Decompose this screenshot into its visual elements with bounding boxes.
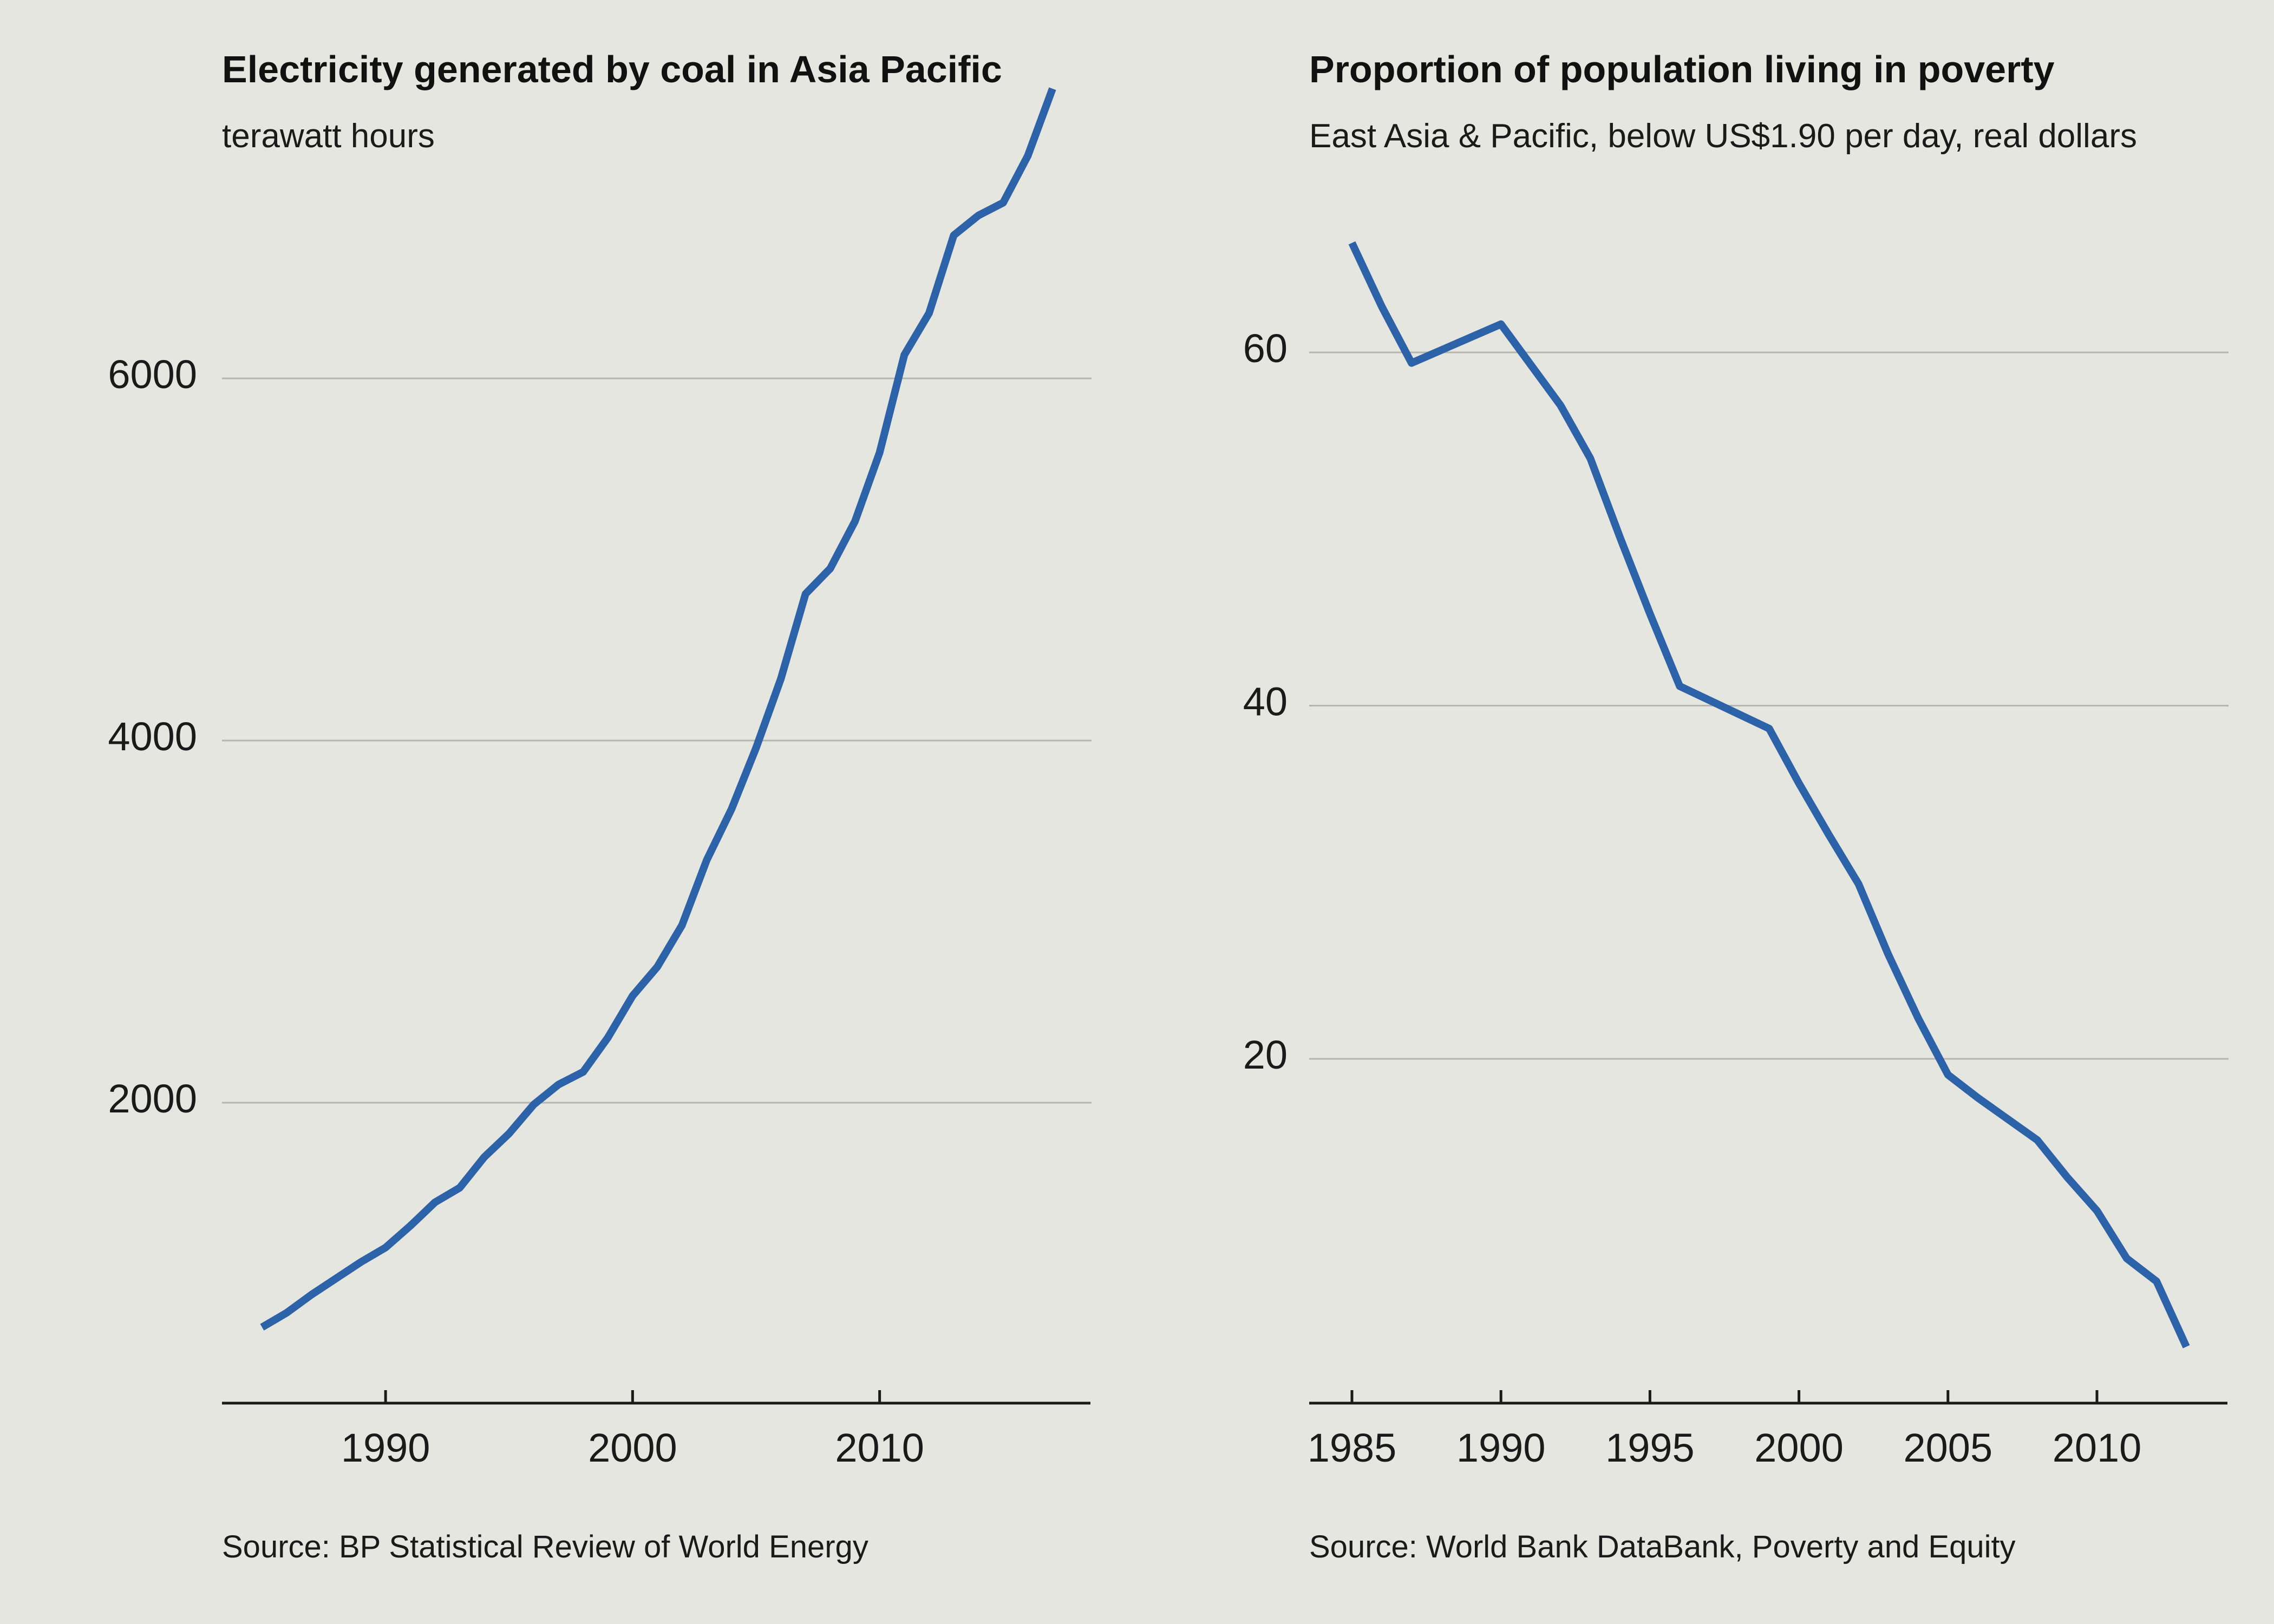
- x-tick-label: 2000: [588, 1425, 677, 1470]
- y-tick-label: 2000: [108, 1076, 197, 1121]
- y-tick-label: 40: [1243, 679, 1288, 724]
- data-series: [260, 87, 1056, 1331]
- gridlines: [222, 377, 1092, 1104]
- source-note: Source: World Bank DataBank, Poverty and…: [1309, 1529, 2016, 1564]
- chart-subtitle: terawatt hours: [222, 117, 435, 155]
- y-tick-label: 6000: [108, 352, 197, 397]
- x-tick-label: 2010: [2053, 1425, 2142, 1470]
- y-tick-label: 4000: [108, 714, 197, 759]
- chart-subtitle: East Asia & Pacific, below US$1.90 per d…: [1309, 117, 2137, 155]
- data-series: [1348, 241, 2190, 1348]
- x-tick-label: 2005: [1903, 1425, 1992, 1470]
- x-axis-ticks: [384, 1390, 881, 1403]
- x-axis-ticks: [1350, 1390, 2099, 1403]
- series-line: [1348, 241, 2190, 1348]
- y-axis-labels: 20 40 60: [1243, 326, 1288, 1077]
- y-tick-label: 60: [1243, 326, 1288, 371]
- chart-title: Electricity generated by coal in Asia Pa…: [222, 48, 1002, 90]
- source-note: Source: BP Statistical Review of World E…: [222, 1529, 868, 1564]
- y-tick-label: 20: [1243, 1032, 1288, 1077]
- chart-title: Proportion of population living in pover…: [1309, 48, 2055, 90]
- x-tick-label: 1990: [341, 1425, 430, 1470]
- x-tick-label: 1985: [1308, 1425, 1397, 1470]
- x-axis-labels: 1990 2000 2010: [341, 1425, 924, 1470]
- x-tick-label: 1995: [1605, 1425, 1695, 1470]
- chart-panel-coal: Electricity generated by coal in Asia Pa…: [108, 48, 1092, 1564]
- x-tick-label: 2000: [1754, 1425, 1844, 1470]
- y-axis-labels: 2000 4000 6000: [108, 352, 197, 1121]
- gridlines: [1309, 351, 2229, 1060]
- x-axis-labels: 1985 1990 1995 2000 2005 2010: [1308, 1425, 2142, 1470]
- x-tick-label: 1990: [1456, 1425, 1546, 1470]
- series-line: [260, 87, 1056, 1331]
- chart-panel-poverty: Proportion of population living in pover…: [1243, 48, 2229, 1564]
- x-tick-label: 2010: [835, 1425, 924, 1470]
